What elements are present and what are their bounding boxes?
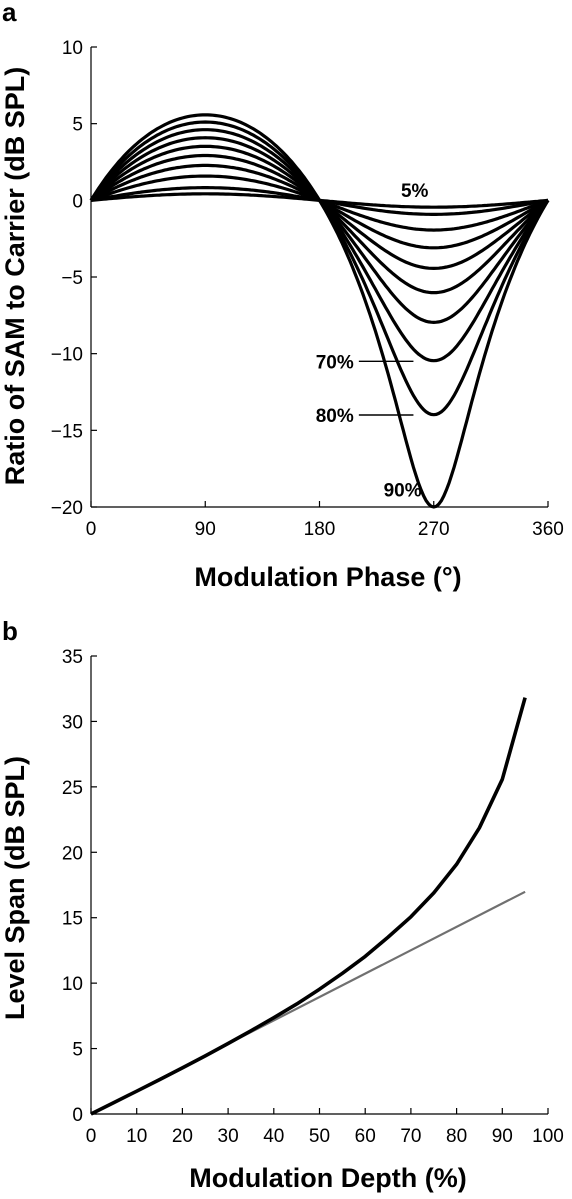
panel-b-y-tick-label: 25: [62, 778, 83, 799]
panel-b-x-tick-label: 30: [218, 1126, 239, 1147]
panel-a-annotation-80pct: 80%: [316, 406, 354, 427]
panel-a-x-tick-label: 90: [195, 519, 216, 540]
panel-a-y-axis-title: Ratio of SAM to Carrier (dB SPL): [0, 67, 30, 486]
panel-b-x-tick-label: 50: [309, 1126, 330, 1147]
panel-b-x-axis-title: Modulation Depth (%): [189, 1163, 466, 1193]
panel-a-annotation-90pct: 90%: [384, 480, 422, 501]
panel-b-x-tick-label: 0: [86, 1126, 97, 1147]
panel-a-curve-60pct: [89, 136, 550, 325]
panel-b-x-tick-label: 40: [263, 1126, 284, 1147]
panel-b-x-tick-label: 100: [532, 1126, 564, 1147]
panel-b-level-span-curve: [90, 697, 527, 1116]
panel-a-x-tick-label: 0: [86, 519, 97, 540]
panel-b-y-tick-label: 10: [62, 974, 83, 995]
panel-b-y-tick-label: 5: [72, 1040, 83, 1061]
panel-a-x-axis-title: Modulation Phase (°): [194, 562, 461, 592]
panel-a-y-tick-label: 10: [62, 38, 83, 59]
panel-b-y-axis-title: Level Span (dB SPL): [0, 756, 30, 1020]
panel-b-y-tick-label: 0: [72, 1105, 83, 1126]
panel-a-annotation-5pct: 5%: [401, 181, 429, 202]
panel-b-x-tick-label: 10: [126, 1126, 147, 1147]
panel-a-y-tick-label: −15: [51, 421, 83, 442]
panel-b-y-tick-label: 35: [62, 647, 83, 668]
panel-a-y-tick-label: 0: [72, 191, 83, 212]
panel-b-letter: b: [2, 616, 18, 646]
panel-a-x-tick-label: 180: [304, 519, 336, 540]
panel-a-annotation-70pct: 70%: [316, 352, 354, 373]
panel-a-y-tick-label: −20: [51, 498, 83, 519]
panel-b-y-tick-label: 20: [62, 843, 83, 864]
panel-a-letter: a: [2, 0, 17, 27]
panel-a-y-tick-label: 5: [72, 115, 83, 136]
panel-b-x-tick-label: 20: [172, 1126, 193, 1147]
panel-b-x-tick-label: 80: [446, 1126, 467, 1147]
panel-b-y-tick-label: 30: [62, 712, 83, 733]
panel-a-x-tick-label: 360: [532, 519, 564, 540]
panel-b-x-tick-label: 60: [355, 1126, 376, 1147]
panel-b-x-tick-label: 90: [492, 1126, 513, 1147]
panel-a-y-tick-label: −10: [51, 345, 83, 366]
panel-a-x-tick-label: 270: [418, 519, 450, 540]
panel-b-x-tick-label: 70: [400, 1126, 421, 1147]
panel-a-curve-90pct: [89, 113, 550, 509]
panel-a-curve-50pct: [89, 144, 550, 295]
panel-b-y-tick-label: 15: [62, 909, 83, 930]
panel-a-y-tick-label: −5: [61, 268, 83, 289]
